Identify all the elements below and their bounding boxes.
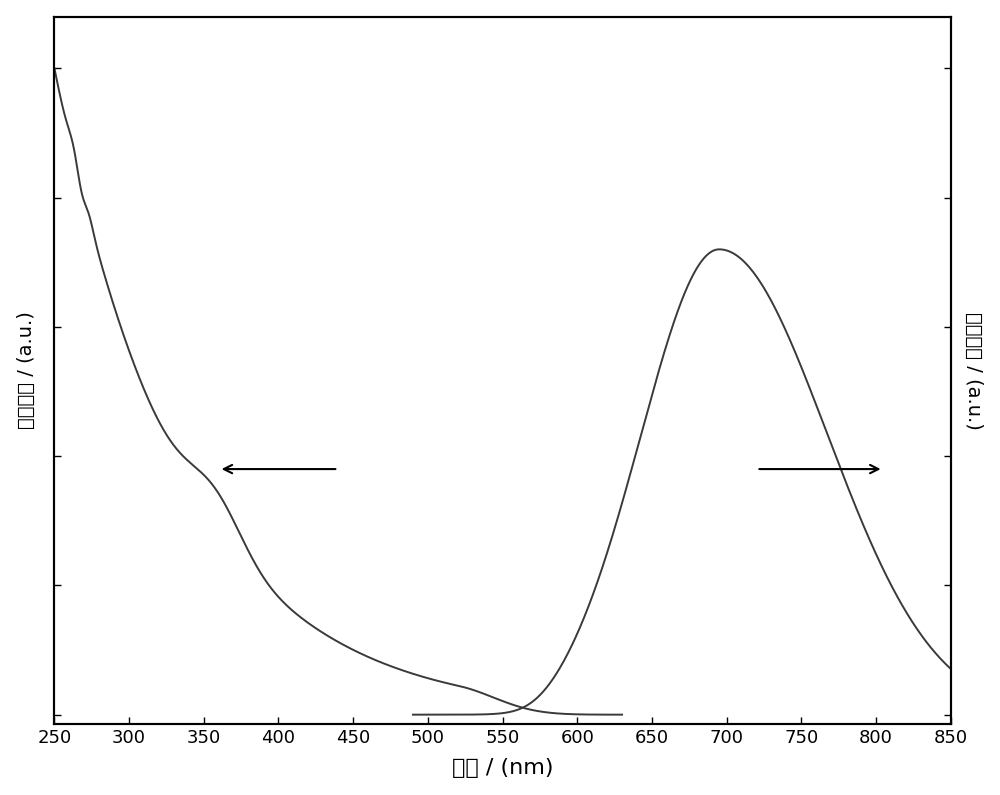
Y-axis label: 吸收强度 / (a.u.): 吸收强度 / (a.u.) xyxy=(17,312,36,429)
Y-axis label: 发光强度 / (a.u.): 发光强度 / (a.u.) xyxy=(964,312,983,429)
X-axis label: 波长 / (nm): 波长 / (nm) xyxy=(452,758,553,778)
